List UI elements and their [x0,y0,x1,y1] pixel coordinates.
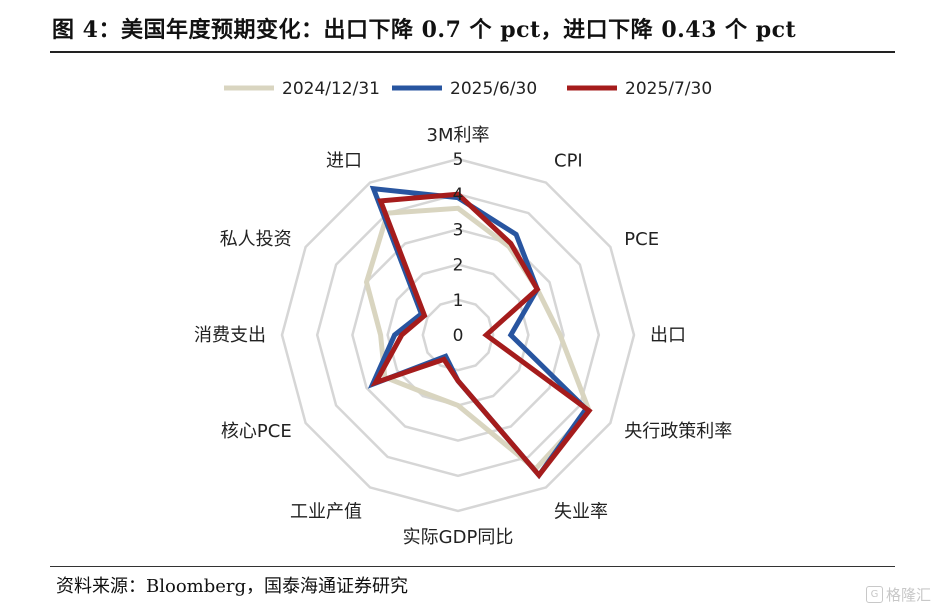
legend-label-3: 2025/7/30 [625,79,712,99]
axis-label-6: 失业率 [554,501,608,522]
tick-label-5: 5 [453,150,464,170]
tick-label-3: 3 [453,220,464,240]
axis-label-12: 进口 [326,151,362,172]
grid-ring-4 [315,192,601,478]
axis-label-3: PCE [624,229,659,250]
axis-label-1: 3M利率 [427,125,490,146]
axis-label-8: 工业产值 [290,501,362,522]
axis-label-4: 出口 [650,325,686,346]
legend-label-2: 2025/6/30 [450,79,537,99]
source-note: 资料来源：Bloomberg，国泰海通证券研究 [56,576,409,597]
watermark-text: 格隆汇 [885,586,931,604]
source-divider [50,566,895,567]
axis-label-9: 核心PCE [221,421,292,442]
legend-label-1: 2024/12/31 [282,79,380,99]
axis-label-2: CPI [554,151,583,172]
tick-label-2: 2 [453,256,464,276]
watermark-logo-icon: G [865,586,883,603]
axis-label-7: 实际GDP同比 [403,527,514,548]
tick-label-1: 1 [453,291,464,311]
watermark: G 格隆汇 [865,584,931,605]
radar-tick-labels: 0 1 2 3 4 5 [453,150,464,346]
grid-ring-5 [280,157,636,513]
grid-ring-1 [421,298,495,372]
radar-series [363,185,593,480]
axis-label-10: 消费支出 [194,325,266,346]
series-line-3 [370,191,593,480]
axis-label-11: 私人投资 [220,229,292,250]
page-title: 图 4：美国年度预期变化：出口下降 0.7 个 pct，进口下降 0.43 个 … [52,17,797,43]
chart-legend: 2024/12/31 2025/6/30 2025/7/30 [224,79,712,99]
tick-label-0: 0 [453,326,464,346]
tick-label-4: 4 [453,185,464,205]
title-divider [50,51,895,53]
axis-label-5: 央行政策利率 [624,421,732,442]
